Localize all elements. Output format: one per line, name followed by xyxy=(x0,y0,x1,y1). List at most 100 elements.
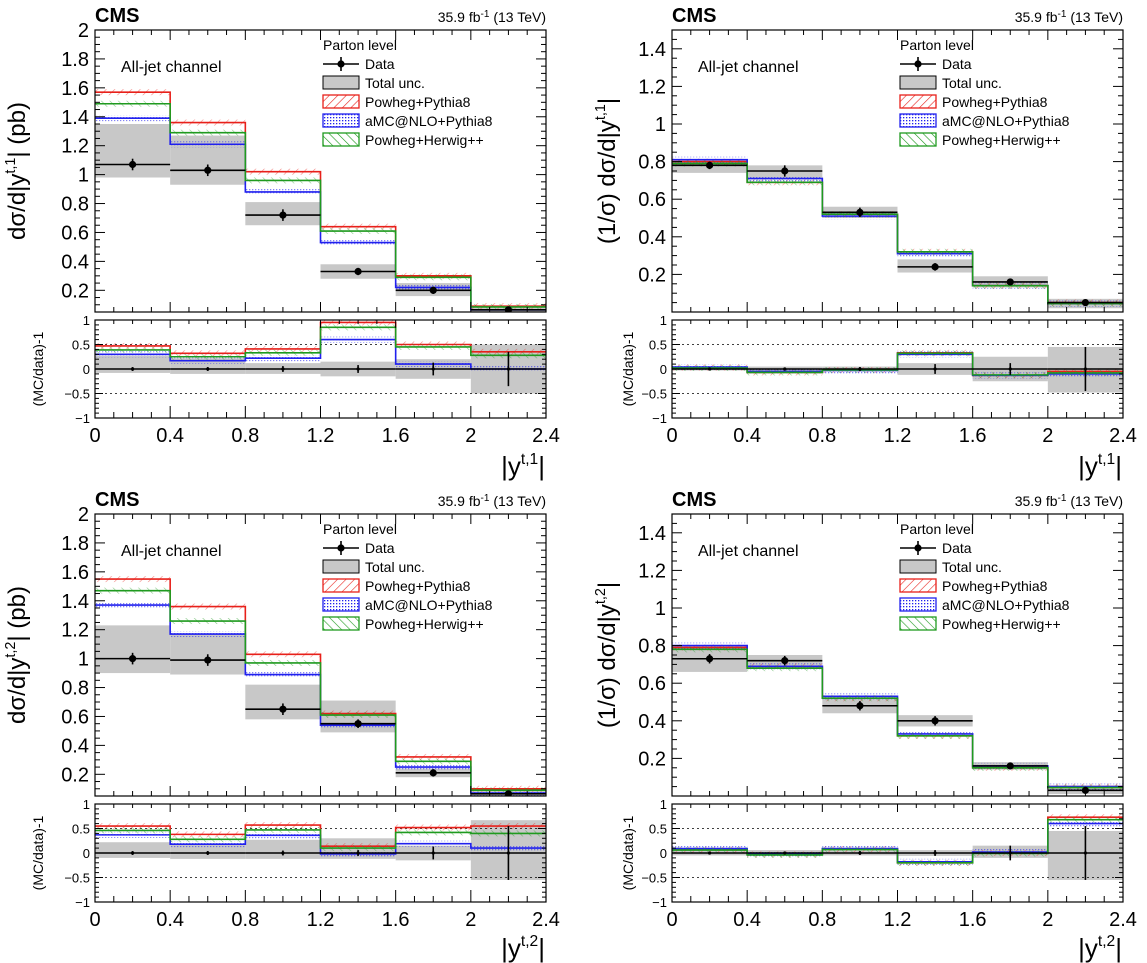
ratio-y-axis: −1 −0.5 0 0.5 1 xyxy=(64,797,546,910)
x-tick-label: 0.8 xyxy=(808,425,836,447)
ratio-y-axis: −1 −0.5 0 0.5 1 xyxy=(641,313,1123,426)
legend-powheg-pythia8-swatch xyxy=(899,578,937,593)
data-point xyxy=(279,705,287,713)
panel-bottom-right: 0.2 0.4 0.6 0.8 1 1.2 1.4 CMS 35.9 fb-1 (13 TeV)… xyxy=(593,489,1137,963)
legend-entry-amcnlo-pythia8: aMC@NLO+Pythia8 xyxy=(365,113,493,129)
x-axis-title: |yt,2| xyxy=(501,933,545,963)
cms-label: CMS xyxy=(95,5,139,27)
y-tick-label: 1.8 xyxy=(61,533,89,555)
x-tick-label: 0 xyxy=(89,909,100,931)
x-tick-label: 1.2 xyxy=(307,425,335,447)
lumi-label: 35.9 fb-1 (13 TeV) xyxy=(1015,9,1123,25)
legend-amcnlo-pythia8-swatch xyxy=(899,597,937,612)
ratio-data-point xyxy=(206,367,210,371)
channel-label: All-jet channel xyxy=(698,543,799,560)
legend-entry-amcnlo-pythia8: aMC@NLO+Pythia8 xyxy=(942,113,1070,129)
x-tick-label: 0.8 xyxy=(231,425,259,447)
ratio-data-point xyxy=(933,851,937,855)
y-axis-title: dσ/d|yt,1| (pb) xyxy=(3,102,31,240)
x-tick-label: 1.2 xyxy=(884,425,912,447)
data-point xyxy=(705,161,714,169)
y-tick-label: 1.2 xyxy=(638,76,666,98)
cms-label: CMS xyxy=(672,489,716,511)
ratio-plot-area xyxy=(95,320,546,394)
ratio-data-point xyxy=(281,851,285,855)
data-point xyxy=(1006,762,1014,770)
legend-powheg-herwig-swatch xyxy=(322,132,360,147)
data-point xyxy=(354,720,362,728)
main-plot-area xyxy=(95,576,546,796)
x-tick-label: 1.6 xyxy=(959,909,987,931)
legend-powheg-pythia8-swatch xyxy=(322,94,360,109)
ratio-data-point xyxy=(356,851,360,855)
ratio-plot-area xyxy=(672,814,1123,880)
ratio-unc-band-bin xyxy=(245,839,321,859)
x-tick-label: 2.4 xyxy=(532,425,560,447)
y-tick-label: 0.2 xyxy=(61,280,89,302)
powheg-herwig-line xyxy=(95,589,546,792)
y-tick-label: 0.6 xyxy=(61,222,89,244)
legend-powheg-pythia8-swatch xyxy=(899,94,937,109)
x-tick-label: 0.4 xyxy=(733,425,761,447)
ratio-plot-area xyxy=(95,820,546,880)
main-y-axis: 0.2 0.4 0.6 0.8 1 1.2 1.4 xyxy=(638,29,1123,313)
ratio-data-point xyxy=(858,851,862,855)
data-point xyxy=(931,717,939,725)
ratio-y-tick-label: −0.5 xyxy=(641,871,667,886)
y-tick-label: 0.8 xyxy=(638,152,666,174)
ratio-data-point xyxy=(281,367,285,371)
legend-unc-swatch xyxy=(899,75,937,90)
x-tick-label: 0 xyxy=(89,425,100,447)
y-tick-label: 1.6 xyxy=(61,78,89,100)
legend-entry-data: Data xyxy=(942,540,972,556)
legend-title: Parton level xyxy=(900,521,974,537)
legend-amcnlo-pythia8-swatch xyxy=(322,597,360,612)
x-tick-label: 2 xyxy=(1042,425,1053,447)
x-tick-label: 1.6 xyxy=(382,425,410,447)
ratio-data-point xyxy=(783,367,787,371)
ratio-data-point xyxy=(933,367,937,371)
ratio-data-point xyxy=(707,367,712,371)
y-tick-label: 0.8 xyxy=(61,678,89,700)
data-point xyxy=(705,655,714,663)
lumi-label: 35.9 fb-1 (13 TeV) xyxy=(1015,493,1123,509)
legend-unc-swatch xyxy=(322,75,360,90)
x-tick-label: 1.2 xyxy=(884,909,912,931)
panel-top-right: 0.2 0.4 0.6 0.8 1 1.2 1.4 CMS 35.9 fb-1 (13 TeV)… xyxy=(593,5,1137,481)
y-tick-label: 1 xyxy=(655,114,666,136)
legend-powheg-herwig-swatch xyxy=(899,616,937,631)
y-axis-title: (1/σ) dσ/d|yt,2| xyxy=(593,582,621,728)
data-point xyxy=(931,263,939,271)
x-tick-label: 0.4 xyxy=(156,425,184,447)
y-tick-label: 0.8 xyxy=(61,194,89,216)
data-point xyxy=(354,267,362,276)
x-tick-label: 2.4 xyxy=(1109,425,1137,447)
y-tick-label: 0.6 xyxy=(638,189,666,211)
powheg-herwig-line xyxy=(672,648,1123,789)
y-tick-label: 1 xyxy=(78,649,89,671)
main-y-axis: 0.2 0.4 0.6 0.8 1 1.2 1.4 xyxy=(638,513,1123,797)
ratio-y-tick-label: −1 xyxy=(652,411,667,426)
ratio-y-tick-label: −1 xyxy=(652,895,667,910)
data-point xyxy=(128,655,137,663)
ratio-data-point xyxy=(1083,367,1088,371)
ratio-y-tick-label: −1 xyxy=(75,411,90,426)
main-plot-area xyxy=(672,156,1123,309)
ratio-data-point xyxy=(130,851,135,855)
lumi-label: 35.9 fb-1 (13 TeV) xyxy=(438,493,546,509)
legend-entry-powheg-pythia8: Powheg+Pythia8 xyxy=(942,578,1048,594)
x-tick-label: 1.6 xyxy=(382,909,410,931)
legend-entry-data: Data xyxy=(942,56,972,72)
ratio-unc-band-bin xyxy=(95,842,171,858)
y-tick-label: 1.2 xyxy=(61,620,89,642)
legend: Parton level Data Total unc. Powheg+Pythia8… xyxy=(322,521,493,632)
x-axis-title: |yt,2| xyxy=(1078,933,1122,963)
panel-bottom-left: 0.2 0.4 0.6 0.8 1 1.2 1.4 1.6 1.8 2 CMS 35.9 fb-1 (… xyxy=(3,489,560,963)
ratio-y-tick-label: −0.5 xyxy=(64,871,90,886)
legend-title: Parton level xyxy=(323,521,397,537)
ratio-y-tick-label: −0.5 xyxy=(641,387,667,402)
legend-data-marker xyxy=(914,544,922,552)
y-tick-label: 1.4 xyxy=(61,591,89,613)
